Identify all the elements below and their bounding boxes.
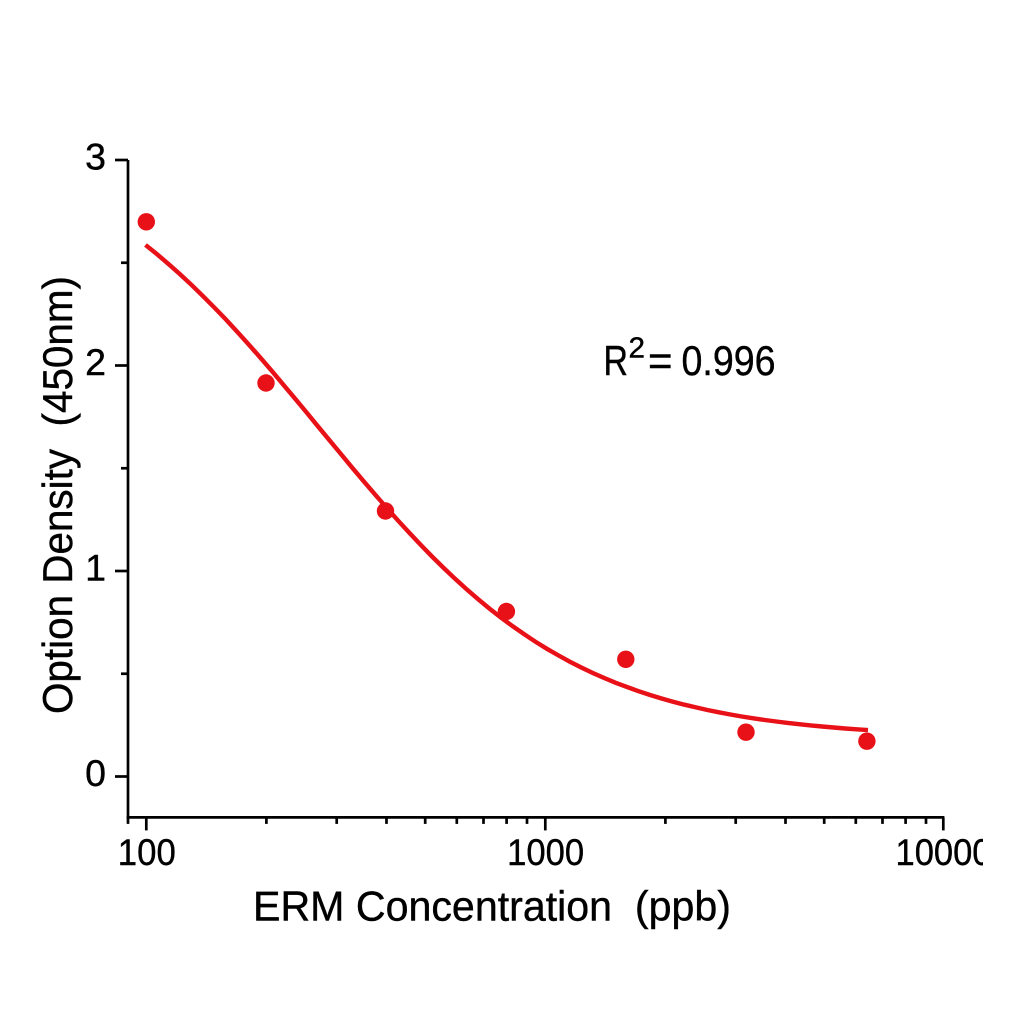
- svg-text:100: 100: [118, 831, 176, 873]
- svg-text:0: 0: [85, 752, 106, 794]
- svg-text:2: 2: [629, 332, 646, 364]
- svg-text:=: =: [648, 337, 673, 384]
- svg-text:2: 2: [85, 341, 106, 383]
- svg-text:R: R: [604, 337, 629, 384]
- svg-text:Option Density (450nm): Option Density (450nm): [34, 276, 81, 714]
- svg-text:3: 3: [85, 136, 106, 178]
- svg-text:1: 1: [85, 547, 106, 589]
- svg-text:0.996: 0.996: [682, 337, 776, 384]
- svg-text:ERM Concentration (ppb): ERM Concentration (ppb): [253, 883, 731, 930]
- svg-text:10000: 10000: [896, 831, 992, 873]
- svg-text:1000: 1000: [507, 831, 584, 873]
